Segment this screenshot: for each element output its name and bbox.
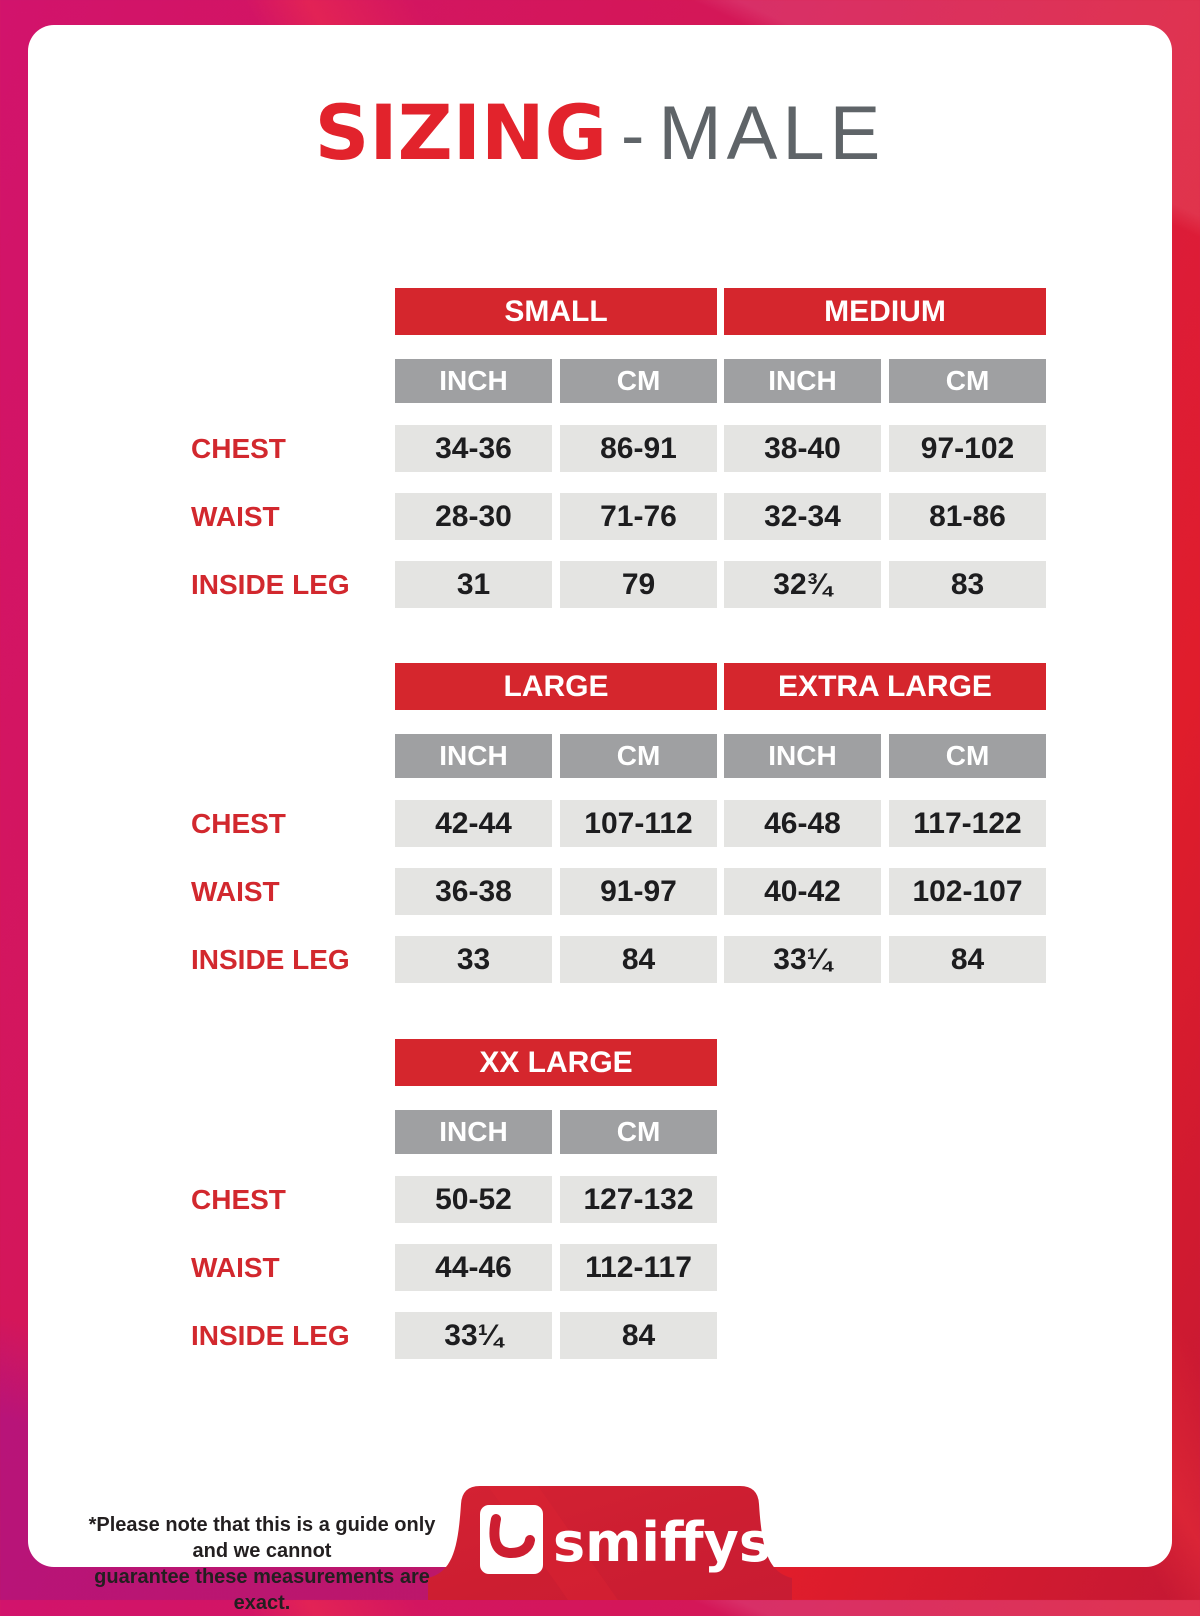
table-row-waist: WAIST 28-30 71-76 32-34 81-86 <box>191 493 1071 540</box>
unit-header: INCH <box>395 734 552 778</box>
value-cell: 84 <box>889 936 1046 983</box>
unit-header-row: INCH CM INCH CM <box>191 734 1071 778</box>
row-label: WAIST <box>191 1252 280 1283</box>
value-cell: 107-112 <box>560 800 717 847</box>
row-label: WAIST <box>191 501 280 532</box>
spacer <box>191 1110 395 1154</box>
value-cell: 86-91 <box>560 425 717 472</box>
value-cell: 117-122 <box>889 800 1046 847</box>
spacer <box>191 734 395 778</box>
value-cell: 127-132 <box>560 1176 717 1223</box>
unit-header: INCH <box>395 359 552 403</box>
title-sizing: SIZING <box>314 88 608 177</box>
value-cell: 112-117 <box>560 1244 717 1291</box>
value-cell: 84 <box>560 936 717 983</box>
value-cell: 44-46 <box>395 1244 552 1291</box>
unit-header-row: INCH CM INCH CM <box>191 359 1071 403</box>
size-table-xxlarge: XX LARGE INCH CM CHEST 50-52 127-132 WAI… <box>191 1039 1071 1380</box>
spacer <box>191 288 395 335</box>
table-row-chest: CHEST 50-52 127-132 <box>191 1176 1071 1223</box>
value-cell: 102-107 <box>889 868 1046 915</box>
value-cell: 31 <box>395 561 552 608</box>
disclaimer-note: *Please note that this is a guide only a… <box>72 1512 452 1616</box>
table-row-inside-leg: INSIDE LEG 31 79 32¾ 83 <box>191 561 1071 608</box>
smile-icon <box>480 1505 543 1574</box>
value-cell: 34-36 <box>395 425 552 472</box>
value-cell: 28-30 <box>395 493 552 540</box>
value-cell: 33¼ <box>724 936 881 983</box>
unit-header: CM <box>889 359 1046 403</box>
row-label: INSIDE LEG <box>191 1320 350 1351</box>
disclaimer-line-1: *Please note that this is a guide only a… <box>88 1514 436 1562</box>
value-cell: 46-48 <box>724 800 881 847</box>
spacer <box>191 1039 395 1086</box>
row-label: INSIDE LEG <box>191 944 350 975</box>
size-header-small: SMALL <box>395 288 717 335</box>
spacer <box>191 359 395 403</box>
size-header-row: SMALL MEDIUM <box>191 288 1071 335</box>
value-cell: 36-38 <box>395 868 552 915</box>
table-row-inside-leg: INSIDE LEG 33 84 33¼ 84 <box>191 936 1071 983</box>
size-header-xx-large: XX LARGE <box>395 1039 717 1086</box>
content-card: SIZING - MALE SMALL MEDIUM INCH CM INCH CM… <box>28 25 1172 1614</box>
title-separator: - <box>621 96 645 174</box>
table-row-chest: CHEST 34-36 86-91 38-40 97-102 <box>191 425 1071 472</box>
value-cell: 79 <box>560 561 717 608</box>
size-header-extra-large: EXTRA LARGE <box>724 663 1046 710</box>
value-cell: 71-76 <box>560 493 717 540</box>
value-cell: 38-40 <box>724 425 881 472</box>
size-header-medium: MEDIUM <box>724 288 1046 335</box>
value-cell: 81-86 <box>889 493 1046 540</box>
logo-wordmark-text: smiffys <box>553 1511 772 1574</box>
size-table-large-xlarge: LARGE EXTRA LARGE INCH CM INCH CM CHEST … <box>191 663 1071 1004</box>
size-header-row: XX LARGE <box>191 1039 1071 1086</box>
row-label: CHEST <box>191 1184 286 1215</box>
page-title: SIZING - MALE <box>28 91 1172 176</box>
title-male: MALE <box>658 91 886 176</box>
unit-header: CM <box>560 734 717 778</box>
value-cell: 33 <box>395 936 552 983</box>
unit-header: CM <box>560 359 717 403</box>
value-cell: 40-42 <box>724 868 881 915</box>
trademark-symbol: TM <box>771 1520 793 1537</box>
size-header-row: LARGE EXTRA LARGE <box>191 663 1071 710</box>
value-cell: 50-52 <box>395 1176 552 1223</box>
unit-header: CM <box>889 734 1046 778</box>
value-cell: 84 <box>560 1312 717 1359</box>
table-row-inside-leg: INSIDE LEG 33¼ 84 <box>191 1312 1071 1359</box>
unit-header: INCH <box>395 1110 552 1154</box>
row-label: WAIST <box>191 876 280 907</box>
value-cell: 91-97 <box>560 868 717 915</box>
logo-wordmark: smiffysTM <box>553 1511 793 1574</box>
value-cell: 32¾ <box>724 561 881 608</box>
size-table-small-medium: SMALL MEDIUM INCH CM INCH CM CHEST 34-36… <box>191 288 1071 629</box>
value-cell: 42-44 <box>395 800 552 847</box>
size-header-large: LARGE <box>395 663 717 710</box>
unit-header: CM <box>560 1110 717 1154</box>
row-label: INSIDE LEG <box>191 569 350 600</box>
unit-header: INCH <box>724 734 881 778</box>
value-cell: 32-34 <box>724 493 881 540</box>
disclaimer-line-2: guarantee these measurements are exact. <box>94 1566 430 1614</box>
spacer <box>191 663 395 710</box>
row-label: CHEST <box>191 433 286 464</box>
value-cell: 83 <box>889 561 1046 608</box>
table-row-chest: CHEST 42-44 107-112 46-48 117-122 <box>191 800 1071 847</box>
table-row-waist: WAIST 44-46 112-117 <box>191 1244 1071 1291</box>
unit-header-row: INCH CM <box>191 1110 1071 1154</box>
unit-header: INCH <box>724 359 881 403</box>
value-cell: 33¼ <box>395 1312 552 1359</box>
table-row-waist: WAIST 36-38 91-97 40-42 102-107 <box>191 868 1071 915</box>
row-label: CHEST <box>191 808 286 839</box>
value-cell: 97-102 <box>889 425 1046 472</box>
